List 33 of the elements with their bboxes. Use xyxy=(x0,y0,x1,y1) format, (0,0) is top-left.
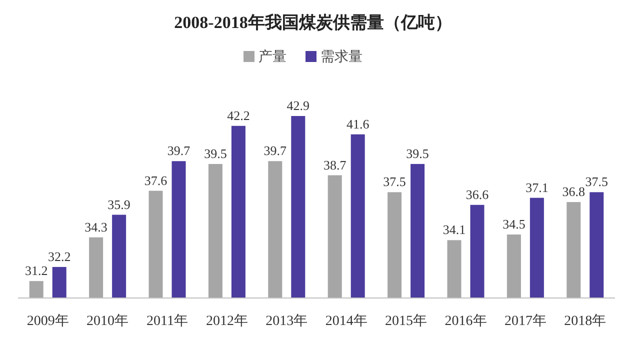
data-label: 39.5 xyxy=(406,146,429,161)
data-label: 41.6 xyxy=(346,116,370,132)
x-tick-label: 2017年 xyxy=(504,313,546,329)
data-label: 32.2 xyxy=(48,248,71,264)
data-label: 42.2 xyxy=(227,108,250,123)
legend-label: 产量 xyxy=(258,49,286,65)
x-tick-label: 2014年 xyxy=(325,313,368,329)
chart-title: 2008-2018年我国煤炭供需量（亿吨） xyxy=(174,13,452,32)
data-label: 37.5 xyxy=(383,174,406,190)
data-label: 42.9 xyxy=(286,98,310,113)
x-tick-label: 2012年 xyxy=(206,313,248,329)
data-label: 37.6 xyxy=(144,172,168,188)
data-label: 36.8 xyxy=(562,184,586,200)
data-label: 36.6 xyxy=(466,186,490,202)
data-label: 37.1 xyxy=(526,180,548,195)
x-tick-label: 2018年 xyxy=(564,313,606,329)
x-tick-label: 2010年 xyxy=(86,313,129,329)
x-tick-label: 2009年 xyxy=(26,313,69,329)
data-label: 34.1 xyxy=(442,222,466,238)
data-label: 39.7 xyxy=(167,143,191,158)
legend-label: 需求量 xyxy=(320,49,362,65)
data-label: 39.7 xyxy=(264,143,288,158)
data-label: 34.3 xyxy=(84,219,108,234)
data-label: 37.5 xyxy=(585,174,608,190)
data-label: 35.9 xyxy=(108,196,130,212)
data-label: 39.5 xyxy=(204,146,227,161)
data-label: 31.2 xyxy=(24,263,48,278)
x-tick-label: 2011年 xyxy=(146,313,188,329)
x-tick-label: 2013年 xyxy=(266,313,308,329)
data-label: 38.7 xyxy=(323,157,347,172)
x-tick-label: 2016年 xyxy=(444,313,487,329)
data-label: 34.5 xyxy=(502,216,526,232)
x-tick-label: 2015年 xyxy=(385,313,428,329)
